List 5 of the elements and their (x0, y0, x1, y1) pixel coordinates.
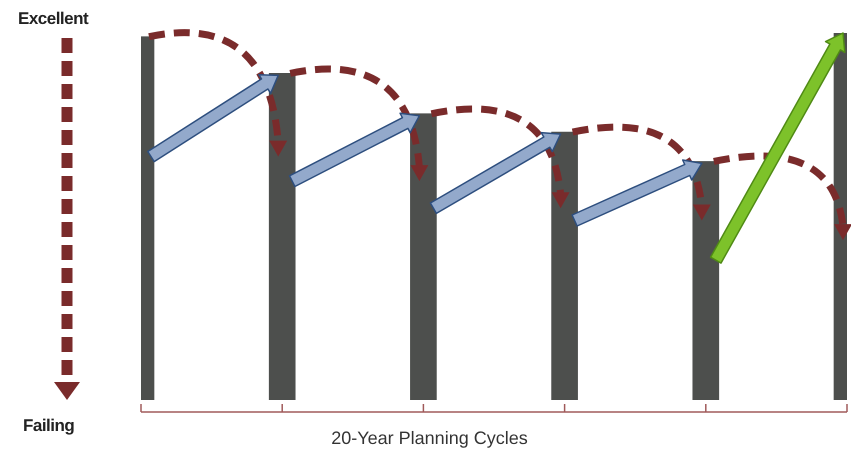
bar (410, 113, 437, 400)
bar (551, 132, 578, 400)
x-axis-title: 20-Year Planning Cycles (331, 428, 528, 448)
text: Failing (23, 416, 74, 436)
text: Excellent (18, 9, 88, 29)
